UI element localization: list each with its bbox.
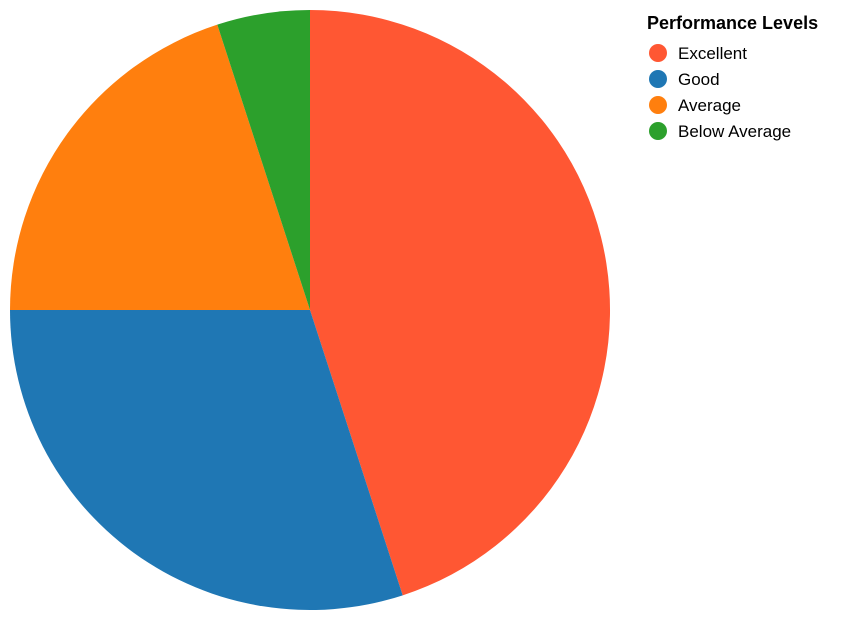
legend-label-below-average: Below Average [678, 122, 791, 141]
legend-title: Performance Levels [647, 13, 818, 33]
pie-slice-below-average [217, 9, 310, 310]
legend: Performance Levels Excellent Good Average B… [647, 13, 818, 141]
pie-slice-good [9, 310, 403, 611]
legend-swatch-average [649, 96, 667, 114]
legend-item-below-average: Below Average [649, 122, 791, 141]
legend-items: Excellent Good Average Below Average [649, 44, 791, 141]
legend-item-excellent: Excellent [649, 44, 747, 63]
legend-label-good: Good [678, 70, 720, 89]
legend-label-average: Average [678, 96, 741, 115]
pie-slice-excellent [310, 10, 611, 596]
pie-slice-average [10, 24, 310, 311]
legend-item-good: Good [649, 70, 720, 89]
legend-swatch-below-average [649, 122, 667, 140]
legend-swatch-good [649, 70, 667, 88]
legend-swatch-excellent [649, 44, 667, 62]
pie-slices [9, 9, 611, 611]
legend-label-excellent: Excellent [678, 44, 747, 63]
legend-item-average: Average [649, 96, 741, 115]
